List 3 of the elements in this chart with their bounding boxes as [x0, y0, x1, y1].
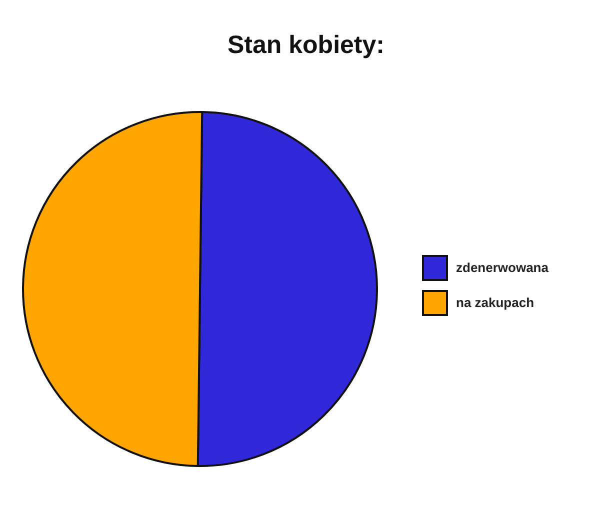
legend-label: zdenerwowana — [456, 260, 550, 275]
chart-title: Stan kobiety: — [228, 31, 384, 59]
legend-label: na zakupach — [456, 295, 534, 310]
